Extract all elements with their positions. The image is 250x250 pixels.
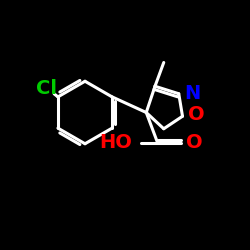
Text: O: O xyxy=(186,133,203,152)
Text: N: N xyxy=(184,84,200,103)
Text: HO: HO xyxy=(100,133,132,152)
Text: Cl: Cl xyxy=(36,78,57,98)
Text: O: O xyxy=(188,106,204,124)
